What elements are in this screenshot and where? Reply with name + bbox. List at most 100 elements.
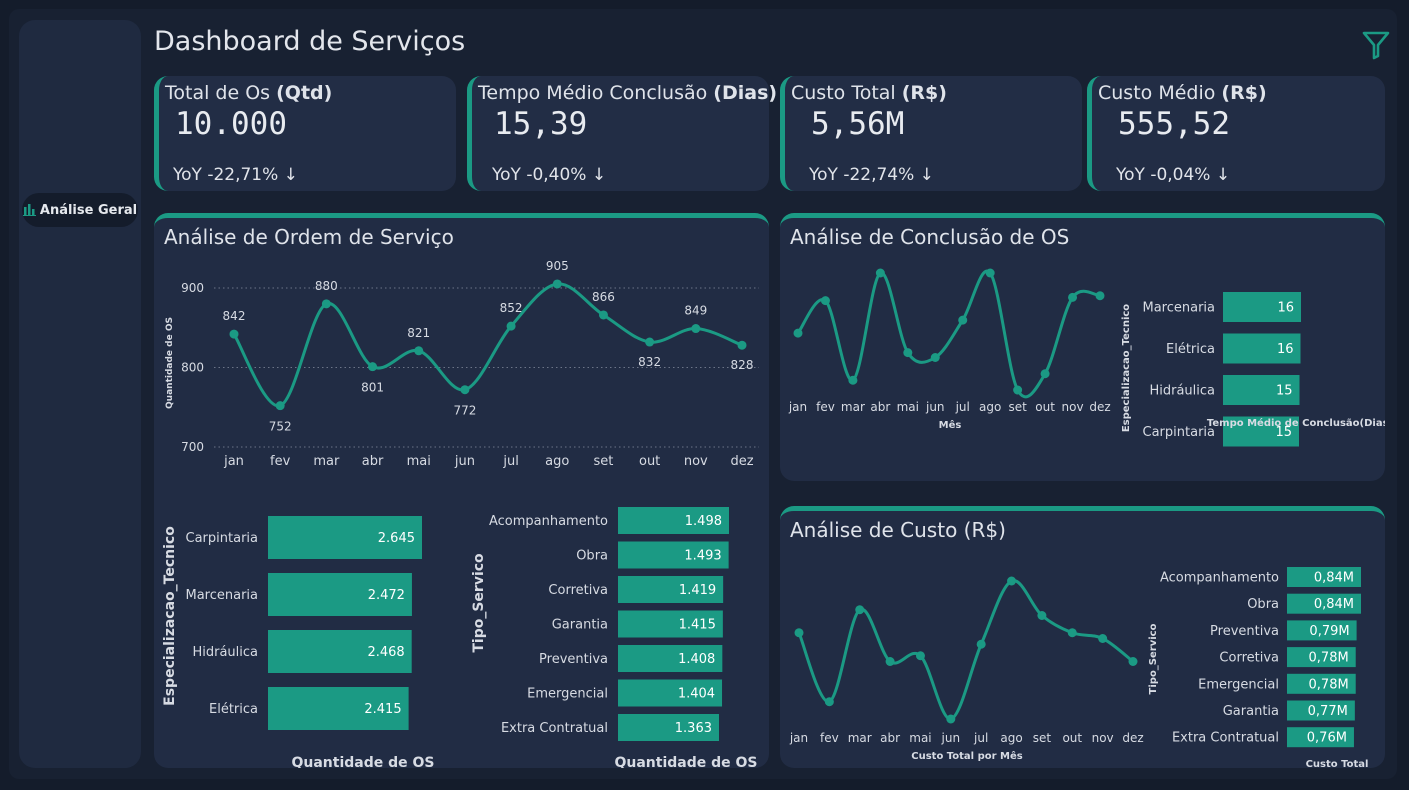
x-tick-label: dez [1122, 731, 1143, 745]
data-label: 866 [592, 290, 615, 304]
x-tick-label: dez [1089, 400, 1110, 414]
bar [1287, 673, 1356, 694]
category-label: Extra Contratual [501, 721, 608, 736]
category-label: Garantia [552, 618, 608, 633]
bar [1287, 727, 1354, 748]
category-label: Acompanhamento [489, 514, 608, 529]
bar [1287, 647, 1356, 668]
x-axis-title: Quantidade de OS [614, 755, 757, 768]
panel-title: Análise de Conclusão de OS [790, 225, 1070, 249]
category-label: Carpintaria [1143, 425, 1215, 440]
sidebar-item-analise-geral[interactable]: Análise Geral [22, 193, 138, 227]
kpi-card-total-os: Total de Os (Qtd) 10.000 YoY -22,71% ↓ [154, 76, 456, 191]
os-line-chart: 700 800 900 Quantidade de OS 842 jan 752 fev 880… [165, 259, 759, 469]
x-tick-label: jun [454, 454, 475, 469]
data-point [645, 337, 655, 347]
bar-chart-icon [22, 204, 36, 216]
data-label: 1.498 [685, 514, 722, 529]
data-point [691, 324, 701, 334]
data-label: 2.415 [364, 702, 401, 717]
panel-title: Análise de Custo (R$) [790, 518, 1006, 542]
x-tick-label: jan [223, 454, 244, 469]
data-point [1007, 576, 1017, 586]
data-point [598, 310, 608, 320]
data-label: 1.363 [675, 721, 712, 736]
data-point [1098, 634, 1108, 643]
kpi-value: 555,52 [1118, 106, 1230, 142]
data-point [930, 353, 940, 362]
x-tick-label: abr [362, 454, 384, 469]
kpi-label: Tempo Médio Conclusão (Dias) [478, 82, 778, 104]
x-axis-title: Quantidade de OS [291, 755, 434, 768]
data-point [1040, 369, 1050, 379]
data-label: 15 [1275, 425, 1292, 440]
data-point [275, 401, 285, 411]
data-point [552, 279, 562, 289]
category-label: Corretiva [548, 583, 608, 598]
data-point [1037, 611, 1047, 620]
panel-custo: Análise de Custo (R$) jan fev mar abr mai jun… [780, 506, 1385, 770]
x-tick-label: mar [841, 400, 865, 414]
data-point [414, 346, 424, 356]
data-point [321, 299, 331, 309]
category-label: Marcenaria [1142, 301, 1215, 316]
y-tick-label: 800 [181, 360, 204, 374]
kpi-value: 10.000 [175, 106, 287, 142]
data-label: 849 [684, 304, 707, 318]
data-label: 0,79M [1309, 624, 1349, 639]
data-label: 842 [223, 309, 246, 323]
x-tick-label: fev [820, 731, 839, 745]
x-tick-label: out [1035, 400, 1055, 414]
bar [1223, 333, 1301, 364]
x-axis-title: Tempo Médio de Conclusão(Dias) [1207, 417, 1385, 429]
x-tick-label: ago [1000, 731, 1022, 745]
custo-line-chart: jan fev mar abr mai jun jul ago set out nov dez Cust… [789, 576, 1144, 762]
bar [618, 576, 724, 603]
filter-icon[interactable] [1362, 30, 1390, 60]
data-point [976, 639, 986, 649]
conclusao-bar-chart: Marcenaria 16 Elétrica 16 Hidráulica 15 Carpin… [1121, 292, 1385, 447]
kpi-label: Total de Os (Qtd) [165, 82, 333, 104]
data-label: 1.419 [679, 583, 716, 598]
bar [618, 714, 719, 741]
bar [268, 573, 412, 616]
data-label: 2.468 [367, 645, 404, 660]
panel-title: Análise de Ordem de Serviço [164, 225, 454, 249]
x-axis-title: Custo Total [1306, 759, 1369, 770]
bar [618, 679, 723, 707]
x-tick-label: ago [545, 454, 569, 469]
data-label: 772 [453, 404, 476, 418]
data-label: 1.408 [678, 652, 715, 667]
bar [1223, 375, 1300, 405]
sidebar [19, 20, 141, 768]
x-tick-label: out [1062, 731, 1082, 745]
x-axis-title: Mês [939, 419, 962, 431]
category-label: Obra [576, 549, 608, 564]
x-tick-label: fev [816, 400, 835, 414]
x-tick-label: nov [1062, 400, 1084, 414]
category-label: Extra Contratual [1172, 731, 1279, 746]
y-tick-label: 700 [181, 440, 204, 454]
data-point [794, 628, 804, 638]
kpi-card-custo-medio: Custo Médio (R$) 555,52 YoY -0,04% ↓ [1087, 76, 1385, 191]
data-point [958, 315, 968, 325]
x-tick-label: jan [789, 731, 808, 745]
bar [618, 645, 723, 672]
tipo-servico-bar-chart: Acompanhamento 1.498 Obra 1.493 Corretiva 1.4… [471, 507, 758, 768]
data-point [985, 268, 995, 278]
data-point [824, 697, 834, 707]
kpi-yoy: YoY -0,40% ↓ [492, 165, 607, 185]
data-point [368, 362, 378, 372]
data-point [460, 385, 470, 395]
category-label: Corretiva [1219, 651, 1279, 666]
data-label: 0,77M [1308, 704, 1348, 719]
kpi-yoy: YoY -0,04% ↓ [1116, 165, 1231, 185]
data-label: 16 [1277, 301, 1294, 316]
data-point [793, 328, 803, 338]
kpi-card-tempo-medio: Tempo Médio Conclusão (Dias) 15,39 YoY -… [467, 76, 777, 191]
kpi-card-custo-total: Custo Total (R$) 5,56M YoY -22,74% ↓ [780, 76, 1082, 191]
bar [268, 630, 412, 673]
data-label: 16 [1277, 342, 1294, 357]
data-point [737, 340, 747, 350]
bar [1223, 416, 1299, 447]
